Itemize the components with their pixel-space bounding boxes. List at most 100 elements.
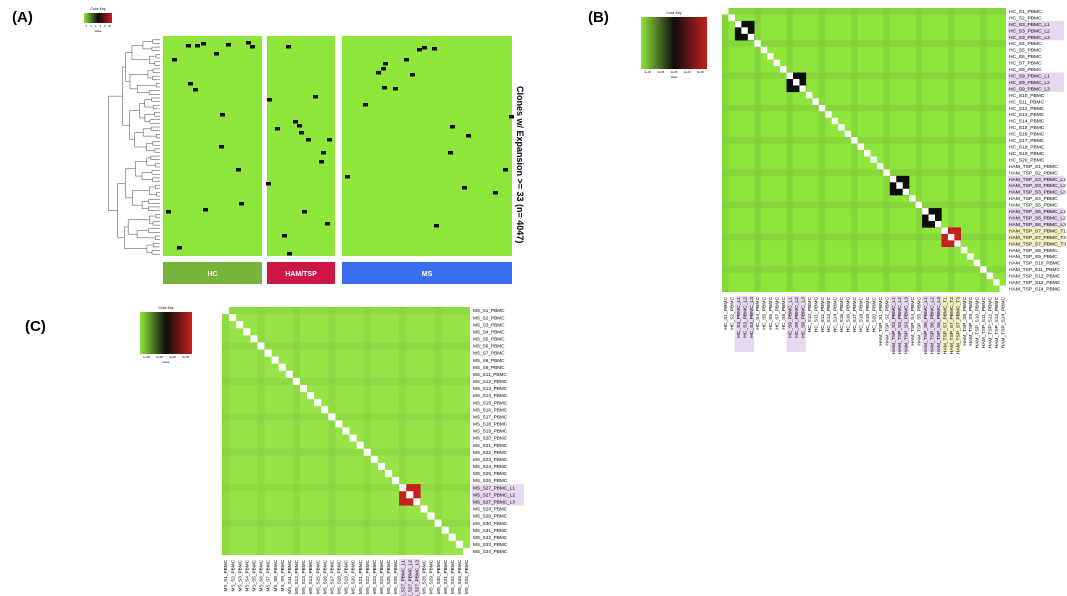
panelB-heatmap-cell-block xyxy=(954,227,962,235)
panelB-row-label: HC_S19_PBMC xyxy=(1009,151,1045,157)
panelB-heatmap-cell-block xyxy=(793,72,800,80)
a-dendrogram-branch xyxy=(152,243,160,248)
panelB-heatmap-diagonal-cell xyxy=(793,79,800,86)
a-dendrogram-branch xyxy=(132,190,150,206)
a-heatmap-cell xyxy=(422,46,427,50)
a-dendrogram-branch xyxy=(142,128,157,137)
panelB-heatmap-diagonal-cell xyxy=(922,208,929,215)
a-color-key-tick: 10 xyxy=(108,24,111,28)
panelB-heatmap-cell-block xyxy=(941,233,949,241)
panelC-heatmap-diagonal-cell xyxy=(363,448,371,456)
panelB-color-key-tick: 2e-08 xyxy=(657,70,664,74)
panelB-col-label: HC_S9_PBMC_L3 xyxy=(800,297,806,338)
a-dendrogram-branch xyxy=(156,134,160,139)
panelB-col-label: HC_S12_PBMC xyxy=(820,297,826,333)
a-heatmap-cell xyxy=(417,48,422,52)
panelB-row-label-highlight xyxy=(1008,214,1064,221)
panelC-row-label: MS_S23_PBMC xyxy=(473,457,508,462)
panelC-row-label: MS_S32_PBMC xyxy=(473,535,508,540)
a-heatmap-cell xyxy=(509,115,514,119)
panelC-heatmap-col-shade xyxy=(363,307,371,555)
panelB-row-label: HAM_TSP_S12_PBMC xyxy=(1009,274,1061,280)
panelB-row-label: HC_S9_PBMC_L3 xyxy=(1009,86,1050,92)
panelB-col-label: HAM_TSP_S3_PBMC_L1 xyxy=(891,297,897,354)
panelB-heatmap-diagonal-cell xyxy=(980,266,987,273)
panelB-heatmap-cell-block xyxy=(935,214,942,222)
panelB-row-label: HC_S5_PBMC xyxy=(1009,48,1042,54)
a-heatmap-cell xyxy=(286,45,291,49)
panelC-col-label: MS_S18_PBMC xyxy=(337,559,342,594)
panelB-col-label-highlight xyxy=(799,296,806,352)
panelC-col-label: MS_S19_PBMC xyxy=(344,559,349,594)
panel-label-a: (A) xyxy=(12,9,33,26)
panelB-row-label-highlight xyxy=(1008,79,1064,86)
panelB-heatmap-diagonal-cell xyxy=(889,175,897,183)
panelC-col-label: MS_S11_PBMC xyxy=(287,559,292,593)
a-color-key-xlabel: Value xyxy=(95,29,102,33)
a-dendrogram-branch xyxy=(152,141,160,146)
a-heatmap-cell xyxy=(246,41,251,45)
panelB-col-label: HC_S15_PBMC xyxy=(839,297,845,333)
a-heatmap-cell xyxy=(432,47,437,51)
a-heatmap-cell xyxy=(466,134,471,138)
a-dendrogram-branch xyxy=(154,148,160,153)
panelB-col-label-highlight xyxy=(922,296,929,352)
panelB-heatmap-diagonal-cell xyxy=(780,66,787,73)
panelC-row-label: MS_S8_PBMC xyxy=(473,358,505,363)
panelC-row-label: MS_S27_PBMC_L3 xyxy=(473,500,515,505)
panelC-row-label: MS_S24_PBMC xyxy=(473,464,508,469)
panelB-row-label: HAM_TSP_S1_PBMC xyxy=(1009,164,1058,170)
a-color-key-tick: 8 xyxy=(104,24,106,28)
a-color-key-bar xyxy=(84,13,112,23)
panelC-heatmap-diagonal-cell xyxy=(307,392,315,400)
panelC-row-label: MS_S7_PBMC xyxy=(473,351,505,356)
a-dendrogram-branch xyxy=(151,170,160,175)
panelB-row-label: HAM_TSP_S7_PBMC_T2 xyxy=(1009,235,1066,241)
panelB-col-label-highlight xyxy=(896,296,903,352)
panelB-col-label: HC_S10_PBMC xyxy=(807,297,813,333)
panelB-color-key-tick: 1e-08 xyxy=(644,70,651,74)
a-dendrogram-branch xyxy=(144,99,154,108)
panelB-row-label-highlight xyxy=(1008,175,1064,183)
panelB-heatmap-row-shade xyxy=(722,266,1006,273)
a-heatmap-cell xyxy=(319,160,324,164)
panelB-col-label: HC_S11_PBMC xyxy=(813,297,819,332)
a-heatmap-cell xyxy=(166,210,171,214)
panel-a: Color Key 0 2 4 6 8 10 Value HC HAM/TSP MS Clones w… xyxy=(84,7,525,284)
panelC-col-label: MS_S23_PBMC xyxy=(372,559,377,594)
panelB-row-label: HAM_TSP_S3_PBMC_L3 xyxy=(1009,190,1066,196)
panelB-row-label-highlight xyxy=(1008,188,1064,196)
panelC-row-label: MS_S31_PBMC xyxy=(473,528,508,533)
a-group-bar xyxy=(342,262,512,284)
panelC-row-label: MS_S21_PBMC xyxy=(473,443,508,448)
panelC-col-label: MS_S21_PBMC xyxy=(358,559,363,594)
panelC-row-label: MS_S14_PBMC xyxy=(473,393,508,398)
panelB-col-label: HC_S2_PBMC xyxy=(729,297,735,330)
a-dendrogram-branch xyxy=(125,52,132,82)
panelC-heatmap-cell-block xyxy=(399,491,407,499)
panelB-heatmap-cell-block xyxy=(896,188,903,196)
panelC-row-label: MS_S16_PBMC xyxy=(473,407,508,412)
panelB-row-label: HC_S11_PBMC xyxy=(1009,99,1044,105)
a-heatmap-cell xyxy=(345,175,350,179)
a-heatmap-cell xyxy=(250,45,255,49)
panelB-heatmap-cell-block xyxy=(741,33,749,41)
a-heatmap-cell xyxy=(376,71,381,75)
panelC-heatmap-diagonal-cell xyxy=(229,314,237,322)
panelC-heatmap-cell-block xyxy=(413,484,421,492)
a-group-bar xyxy=(163,262,262,284)
panel-label-c: (C) xyxy=(25,318,46,335)
panelB-heatmap-diagonal-cell xyxy=(799,85,806,92)
a-dendrogram-branch xyxy=(148,199,160,204)
panelB-row-label: HAM_TSP_S7_PBMC_T1 xyxy=(1009,228,1066,234)
panelB-heatmap-diagonal-cell xyxy=(870,156,877,163)
panelC-color-key-tick: 1e-08 xyxy=(143,355,150,359)
panelB-col-label: HC_S3_PBMC_L1 xyxy=(736,297,742,338)
a-heatmap-cell xyxy=(236,168,241,172)
a-heatmap-block-ham-tsp xyxy=(267,36,335,256)
a-heatmap-cell xyxy=(306,138,311,142)
a-dendrogram-branch xyxy=(148,90,160,95)
panelC-heatmap-col-shade xyxy=(399,307,407,555)
panelC-row-label: MS_S11_PBMC xyxy=(473,372,507,377)
panelB-heatmap-row-shade xyxy=(722,72,1006,79)
